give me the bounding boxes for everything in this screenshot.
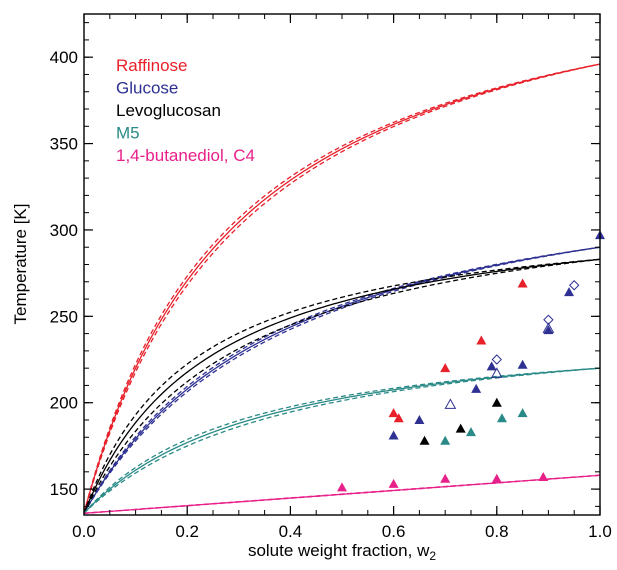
y-tick-label: 150 <box>50 480 78 499</box>
y-tick-label: 250 <box>50 307 78 326</box>
series-3-fit <box>84 367 600 514</box>
series-3-bound-2 <box>84 367 600 514</box>
x-tick-label: 0.0 <box>72 522 96 541</box>
series-1-point-6 <box>564 287 575 297</box>
series-1-point-3 <box>486 361 497 371</box>
legend-entry-0: Raffinose <box>116 56 188 75</box>
y-tick-label: 400 <box>50 48 78 67</box>
series-0-point-0 <box>388 408 399 418</box>
x-axis-label-subscript: 2 <box>429 549 436 563</box>
x-tick-label: 0.6 <box>382 522 406 541</box>
series-2-bound-2 <box>84 258 600 514</box>
series-1-bound-2 <box>84 246 600 514</box>
series-0-fit <box>84 63 600 514</box>
series-1-point-4 <box>517 359 528 369</box>
x-axis-label: solute weight fraction, w2 <box>248 541 436 563</box>
series-4-point-2 <box>440 473 451 483</box>
series-1-point-0 <box>388 430 399 440</box>
x-tick-label: 0.8 <box>485 522 509 541</box>
series-2-fit <box>84 258 600 514</box>
series-1-point-5 <box>543 325 554 335</box>
series-1-open-diamond-2 <box>568 280 580 291</box>
series-0-bound-1 <box>84 63 600 514</box>
legend-entry-3: M5 <box>116 124 140 143</box>
series-1-open-triangle-0 <box>444 398 457 409</box>
series-2-point-0 <box>419 435 430 445</box>
y-tick-label: 300 <box>50 221 78 240</box>
x-tick-label: 0.2 <box>175 522 199 541</box>
x-axis-label-main: solute weight fraction, w <box>248 541 430 560</box>
series-4-point-3 <box>491 473 502 483</box>
axis-ticks: 0.0 0.2 0.4 0.6 0.8 1.0 150 200 250 300 350 400 <box>50 14 612 541</box>
series-curves <box>84 63 600 514</box>
legend-entry-2: Levoglucosan <box>116 101 221 120</box>
y-axis-label: Temperature [K] <box>11 204 30 325</box>
series-1-open-diamond-0 <box>491 354 503 365</box>
series-0-point-1 <box>393 413 404 423</box>
series-1-open-triangle-1 <box>490 367 503 378</box>
series-4-point-0 <box>337 482 347 492</box>
series-0-point-2 <box>440 363 451 373</box>
series-4-point-1 <box>388 478 399 488</box>
series-3-point-3 <box>517 408 528 418</box>
legend-entry-1: Glucose <box>116 79 178 98</box>
legend-entry-4: 1,4-butanediol, C4 <box>116 146 255 165</box>
series-1-open-triangle-2 <box>542 322 555 333</box>
series-2-point-2 <box>491 397 502 407</box>
series-3-point-1 <box>466 427 476 437</box>
y-tick-label: 200 <box>50 394 78 413</box>
series-3-point-2 <box>496 413 507 423</box>
series-0-point-4 <box>517 278 528 288</box>
x-tick-label: 1.0 <box>588 522 612 541</box>
series-1-bound-1 <box>84 246 600 514</box>
series-4-bound-2 <box>84 474 600 514</box>
series-1-point-2 <box>471 383 482 393</box>
series-2-point-1 <box>455 423 466 433</box>
series-2-bound-1 <box>84 258 600 514</box>
series-3-bound-1 <box>84 367 600 514</box>
series-3-point-0 <box>440 435 451 445</box>
series-1-point-1 <box>414 414 425 424</box>
x-tick-label: 0.4 <box>279 522 303 541</box>
legend: Raffinose Glucose Levoglucosan M5 1,4-butane… <box>116 56 255 165</box>
y-tick-label: 350 <box>50 135 78 154</box>
series-0-point-3 <box>476 335 487 345</box>
series-4-point-4 <box>538 471 549 481</box>
series-0-bound-2 <box>84 63 600 514</box>
